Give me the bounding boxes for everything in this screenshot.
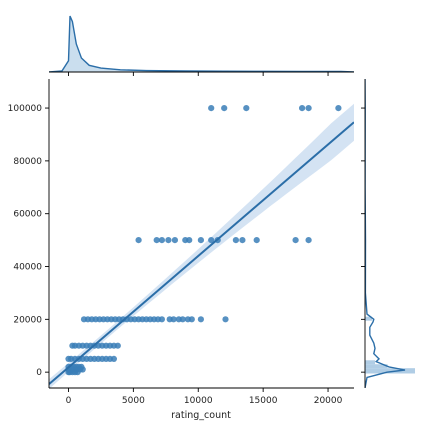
- scatter-point: [179, 316, 186, 323]
- scatter-point: [165, 237, 172, 244]
- x-tick-label: 15000: [249, 396, 278, 406]
- scatter-point: [197, 237, 204, 244]
- y-tick-label: 100000: [8, 104, 43, 114]
- scatter-point: [197, 316, 204, 323]
- scatter-point: [292, 237, 299, 244]
- plot-area: [49, 103, 354, 388]
- x-axis-label: rating_count: [171, 410, 231, 421]
- scatter-point: [208, 105, 215, 112]
- scatter-point: [110, 355, 117, 362]
- y-marginal-density: [361, 79, 415, 388]
- y-tick-label: 0: [36, 368, 42, 378]
- scatter-point: [79, 366, 86, 373]
- scatter-point: [74, 369, 81, 376]
- scatter-point: [114, 342, 121, 349]
- y-tick-label: 20000: [13, 315, 42, 325]
- scatter-point: [171, 237, 178, 244]
- scatter-point: [299, 105, 306, 112]
- y-marginal-area: [365, 79, 415, 388]
- y-tick-label: 40000: [13, 263, 42, 273]
- scatter-point: [222, 316, 229, 323]
- scatter-point: [232, 237, 239, 244]
- scatter-point: [335, 105, 342, 112]
- x-marginal-area: [49, 15, 354, 72]
- y-hist-bar: [365, 360, 375, 365]
- axes: 0 5000 10000 15000 20000 0 20000 40000 60000 8000…: [8, 79, 354, 406]
- scatter-point: [305, 105, 312, 112]
- scatter-point: [170, 316, 177, 323]
- x-density-fill: [49, 16, 354, 72]
- x-marginal-density: [49, 15, 354, 76]
- scatter-panel: [49, 103, 354, 388]
- scatter-point: [158, 316, 165, 323]
- x-tick-label: 0: [66, 396, 72, 406]
- scatter-point: [153, 237, 160, 244]
- scatter-point: [186, 237, 193, 244]
- y-hist-bar: [365, 364, 388, 369]
- scatter-point: [135, 237, 142, 244]
- y-tick-label: 60000: [13, 210, 42, 220]
- y-density-curve: [365, 79, 406, 388]
- y-tick-label: 80000: [13, 157, 42, 167]
- x-density-curve: [49, 15, 354, 72]
- x-tick-label: 20000: [314, 396, 343, 406]
- scatter-point: [208, 237, 215, 244]
- scatter-point: [221, 105, 228, 112]
- x-tick-label: 10000: [184, 396, 213, 406]
- scatter-point: [158, 237, 165, 244]
- scatter-point: [243, 105, 250, 112]
- x-tick-label: 5000: [122, 396, 145, 406]
- scatter-point: [253, 237, 260, 244]
- regression-line: [49, 121, 354, 385]
- scatter-point: [305, 237, 312, 244]
- scatter-point: [239, 237, 246, 244]
- y-hist-bar: [365, 316, 372, 321]
- scatter-point: [188, 316, 195, 323]
- y-hist-bar: [365, 368, 415, 374]
